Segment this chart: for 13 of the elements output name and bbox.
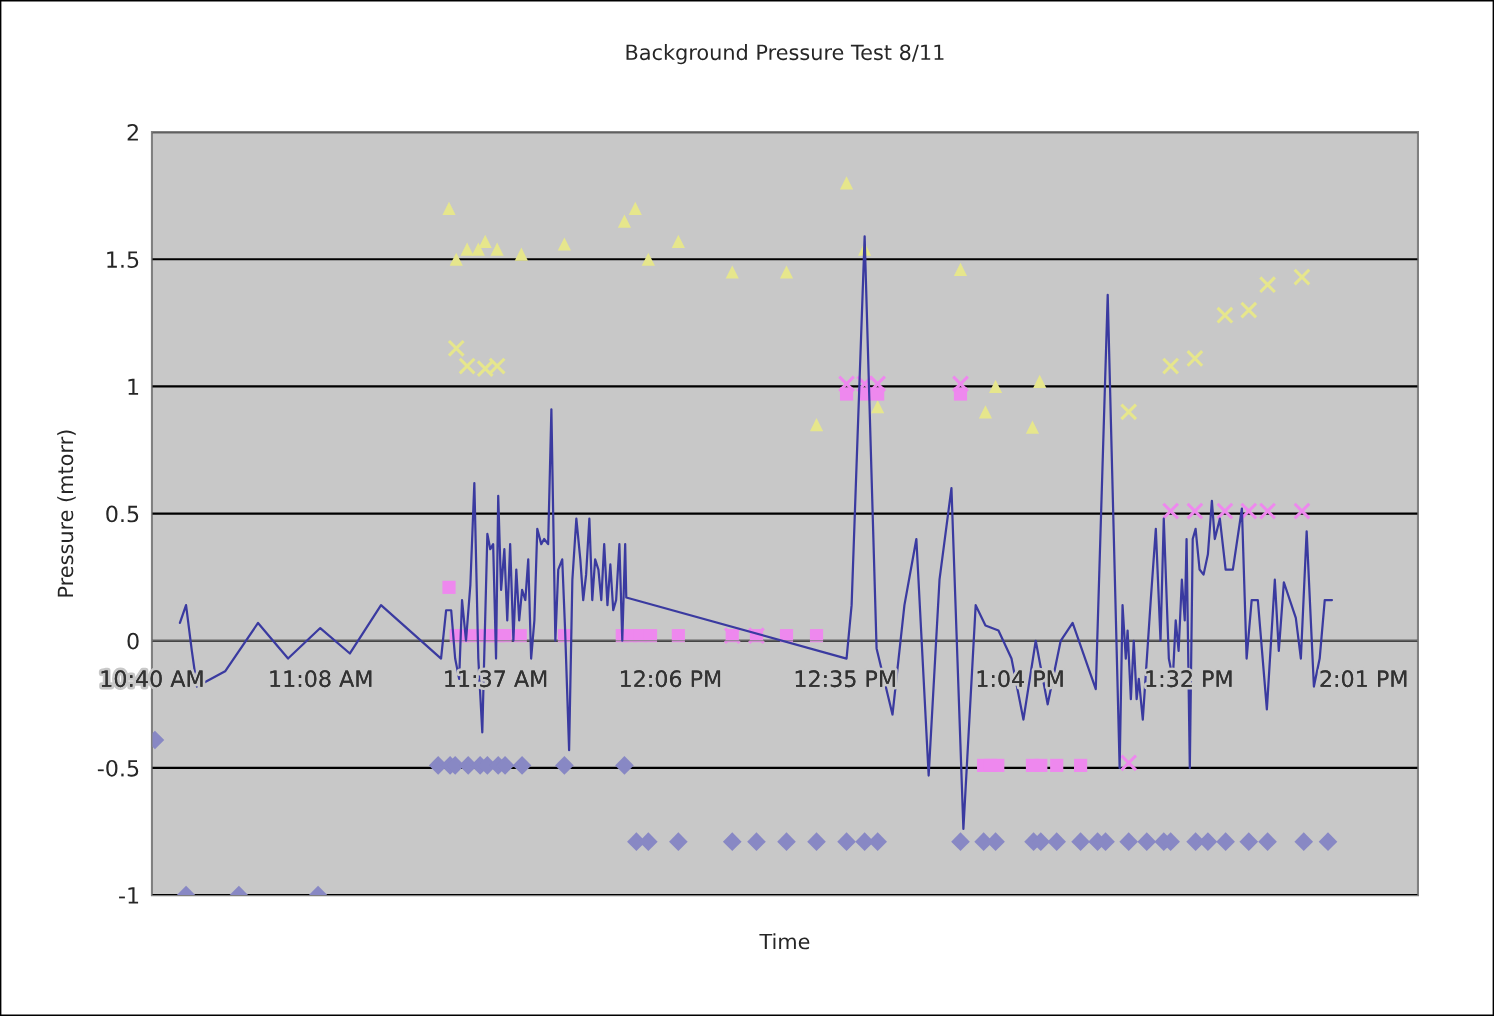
y-tick-label: 1 [128, 378, 139, 395]
x-tick-label: 11:08 AM [270, 670, 372, 688]
y-tick-label: 1.5 [107, 251, 139, 269]
y-tick-label: -1 [119, 887, 139, 904]
y-tick-label: 0 [127, 632, 139, 650]
y-tick-label: 0.5 [106, 505, 139, 523]
y-axis-title: Pressure (mtorr) [57, 430, 76, 597]
x-axis-title: Time [759, 933, 810, 950]
x-tick-label: 2:01 PM [1320, 670, 1407, 688]
chart-title: Background Pressure Test 8/11 [626, 44, 944, 65]
x-tick-label: 12:06 PM [620, 670, 721, 688]
y-tick-label: 2 [127, 124, 138, 141]
y-tick-label: -0.5 [97, 759, 139, 777]
